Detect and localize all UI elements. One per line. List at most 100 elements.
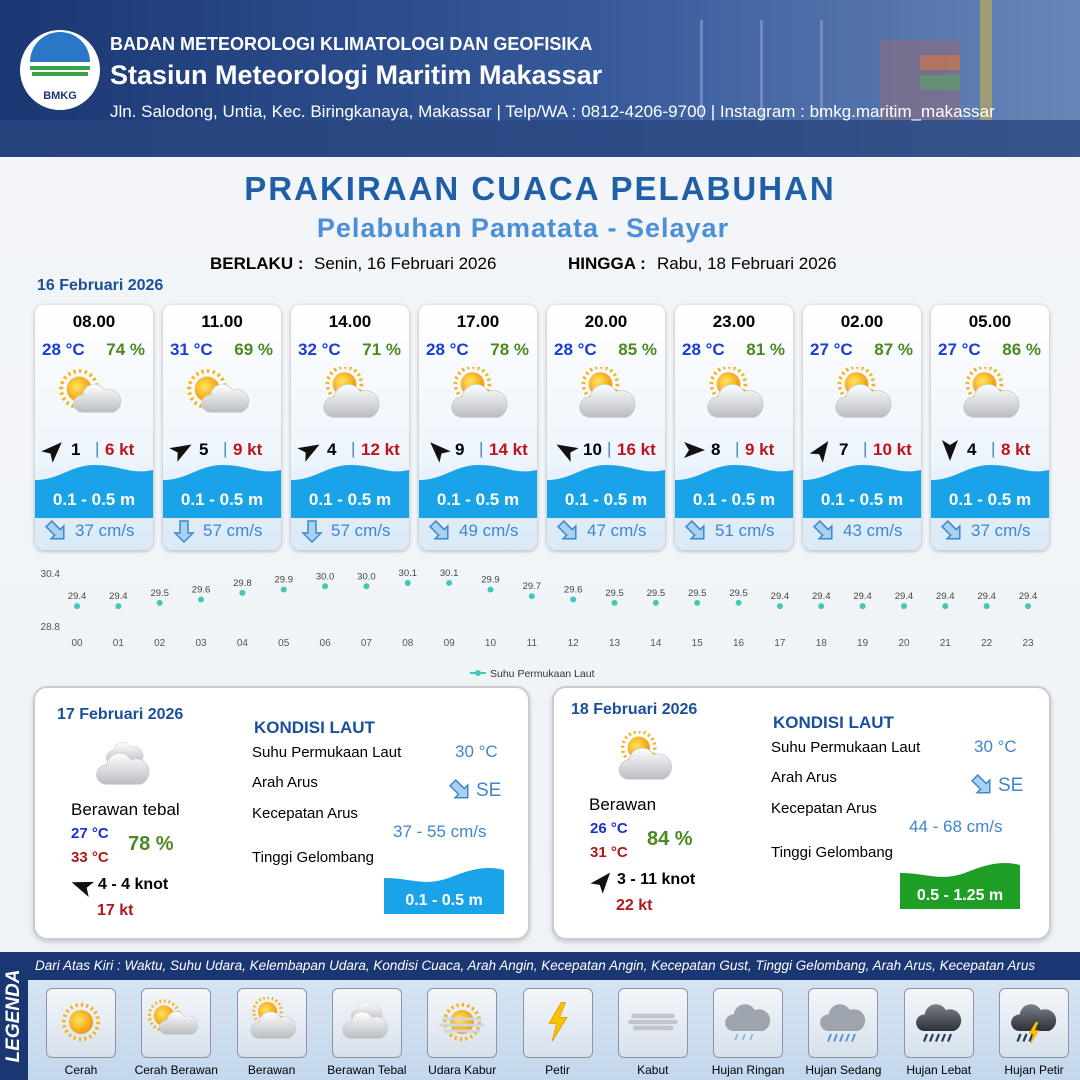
data-point bbox=[322, 583, 329, 590]
wave-label: Tinggi Gelombang bbox=[771, 844, 894, 861]
data-point bbox=[611, 599, 618, 606]
legend-icon bbox=[528, 997, 588, 1047]
current-direction bbox=[555, 518, 581, 544]
wind-direction-glyph bbox=[590, 868, 616, 894]
forecast-card: 05.00 27 °C 86 % 4 | 8 kt 0.1 - 0.5 m 37 cm/s bbox=[931, 305, 1049, 550]
data-label: 29.4 bbox=[771, 591, 790, 602]
x-tick-label: 02 bbox=[154, 638, 166, 649]
data-label: 30.1 bbox=[399, 568, 418, 579]
data-label: 29.6 bbox=[564, 585, 583, 596]
humidity: 78 % bbox=[128, 833, 174, 855]
legend-icon bbox=[242, 997, 302, 1047]
current-direction bbox=[969, 772, 995, 798]
wave-shape bbox=[803, 465, 921, 518]
time: 20.00 bbox=[584, 312, 628, 331]
wave-height: 0.1 - 0.5 m bbox=[692, 490, 776, 509]
wave-height: 0.1 - 0.5 m bbox=[308, 490, 392, 509]
current-direction-glyph bbox=[555, 518, 581, 544]
legend-icon-box bbox=[903, 988, 974, 1058]
x-tick-label: 06 bbox=[320, 638, 332, 649]
wind-speed: 9 bbox=[455, 440, 465, 459]
x-tick-label: 00 bbox=[71, 638, 83, 649]
legend-icon-glyph bbox=[1011, 1004, 1056, 1043]
weather-icon bbox=[609, 731, 679, 789]
legend-strip bbox=[0, 952, 28, 1080]
legend-icon-box bbox=[427, 988, 498, 1058]
wave-band bbox=[35, 465, 153, 518]
wind-direction-glyph bbox=[169, 437, 195, 462]
legend-label: Berawan Tebal bbox=[327, 1063, 407, 1077]
data-point bbox=[776, 603, 783, 610]
wave-shape bbox=[547, 465, 665, 518]
speed: 37 - 55 cm/s bbox=[393, 822, 487, 841]
wind-speed: 4 bbox=[967, 440, 977, 459]
day-panel: 17 Februari 2026 Berawan tebal 27 °C 33 °C 7… bbox=[33, 686, 530, 940]
legend-icon-glyph bbox=[150, 1001, 198, 1034]
wind-speed: 4 bbox=[327, 440, 337, 459]
weather-icon-glyph bbox=[324, 367, 380, 417]
weather-icon-glyph bbox=[97, 742, 150, 784]
x-tick-label: 08 bbox=[402, 638, 414, 649]
x-tick-label: 12 bbox=[568, 638, 580, 649]
current-direction-glyph bbox=[969, 772, 995, 798]
day-panel: 18 Februari 2026 Berawan 26 °C 31 °C 84 % 3 -… bbox=[552, 686, 1051, 940]
data-label: 29.7 bbox=[523, 581, 542, 592]
data-label: 29.4 bbox=[895, 591, 914, 602]
humidity: 74 % bbox=[106, 340, 145, 359]
wind: 3 - 11 knot bbox=[617, 871, 696, 888]
legend-label: Kabut bbox=[637, 1063, 669, 1077]
separator: | bbox=[479, 439, 484, 458]
forecast-card: 02.00 27 °C 87 % 7 | 10 kt 0.1 - 0.5 m 43 cm/s bbox=[803, 305, 921, 550]
legend-icon-glyph bbox=[343, 1003, 388, 1039]
speed: 44 - 68 cm/s bbox=[909, 817, 1003, 836]
legend-icon bbox=[1004, 997, 1064, 1047]
wind-direction-glyph bbox=[425, 437, 451, 463]
humidity: 84 % bbox=[647, 828, 693, 850]
title: PRAKIRAAN CUACA PELABUHAN bbox=[244, 170, 836, 207]
time: 11.00 bbox=[201, 312, 243, 331]
current-direction bbox=[174, 520, 194, 543]
humidity: 71 % bbox=[362, 340, 401, 359]
data-point bbox=[983, 603, 990, 610]
legend-icon-box bbox=[522, 988, 593, 1058]
wave-shape bbox=[900, 863, 1020, 909]
time: 02.00 bbox=[840, 312, 884, 331]
weather-icon-glyph bbox=[189, 371, 249, 412]
data-label: 29.4 bbox=[936, 591, 955, 602]
condition: Berawan bbox=[589, 795, 657, 814]
direction-label: Arah Arus bbox=[771, 769, 837, 786]
sst: 30 °C bbox=[455, 742, 498, 761]
validity-to-label: HINGGA : bbox=[568, 254, 646, 273]
x-tick-label: 17 bbox=[774, 638, 786, 649]
weather-icon-glyph bbox=[708, 367, 764, 417]
gust: 6 kt bbox=[105, 440, 135, 459]
wave-band bbox=[419, 465, 537, 518]
legend-icon-glyph bbox=[916, 1004, 961, 1041]
wave-band bbox=[291, 465, 409, 518]
data-point bbox=[446, 579, 453, 586]
validity-from-label: BERLAKU : bbox=[210, 254, 304, 273]
x-tick-label: 18 bbox=[816, 638, 828, 649]
humidity: 86 % bbox=[1002, 340, 1041, 359]
current-direction bbox=[447, 777, 473, 803]
wind-speed: 8 bbox=[711, 440, 721, 459]
current-direction bbox=[302, 520, 322, 543]
wind-direction-glyph bbox=[809, 437, 835, 463]
gust: 9 kt bbox=[745, 440, 775, 459]
x-tick-label: 03 bbox=[195, 638, 207, 649]
forecast-card: 08.00 28 °C 74 % 1 | 6 kt 0.1 - 0.5 m 37 cm/s bbox=[35, 305, 153, 550]
wind-speed: 1 bbox=[71, 440, 81, 459]
wave-height: 0.1 - 0.5 m bbox=[405, 892, 483, 909]
legend-icon-glyph bbox=[250, 998, 295, 1039]
wind-speed: 7 bbox=[839, 440, 849, 459]
weather-icon bbox=[313, 367, 387, 427]
wind-direction-glyph bbox=[297, 437, 323, 462]
weather-icon bbox=[825, 367, 899, 427]
x-tick-label: 05 bbox=[278, 638, 290, 649]
legend-label: Udara Kabur bbox=[428, 1063, 497, 1077]
subtitle: Pelabuhan Pamatata - Selayar bbox=[316, 213, 730, 243]
time: 23.00 bbox=[712, 312, 756, 331]
wind: 4 - 4 knot bbox=[98, 876, 169, 893]
data-label: 29.4 bbox=[812, 591, 831, 602]
